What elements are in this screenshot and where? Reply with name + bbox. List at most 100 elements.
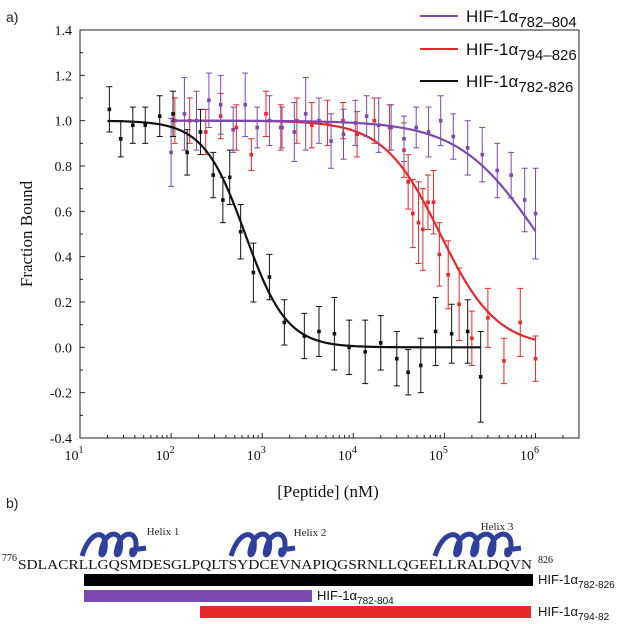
data-point [378,341,383,345]
data-point [533,211,538,216]
data-point [347,345,351,350]
y-tick-label: 0.6 [55,205,73,220]
data-point [465,146,470,150]
data-point [325,121,330,125]
data-point [221,198,225,202]
x-tick-label: 103 [247,445,266,464]
construct-label: HIF-1α794-82 [538,604,610,623]
data-point [118,137,123,141]
construct-label: HIF-1α782-804 [317,588,394,607]
data-point [207,98,211,103]
plot-axes [79,29,580,439]
data-point [332,331,337,336]
y-tick-label: 0.2 [55,296,73,311]
data-point [421,227,425,232]
data-point [264,112,268,116]
data-point [249,152,254,157]
y-tick-label: -0.4 [50,432,72,447]
x-tick-label: 106 [520,445,539,464]
construct-bar [84,574,533,586]
construct-bar [84,590,312,602]
data-point [317,329,321,334]
data-point [309,123,314,127]
data-point [282,320,287,325]
legend-entry: HIF-1α782–804 [466,7,577,31]
y-tick-label: 1.4 [55,24,73,39]
helix-ribbon-path [228,531,296,558]
data-point [143,123,148,127]
data-point [231,127,235,132]
x-tick-label: 104 [338,445,357,464]
sequence-panel: 776 SDLACRLLGQSMDESGLPQLTSYDCEVNAPIQGSRN… [2,521,615,623]
legend: HIF-1α782–804 HIF-1α794–826 HIF-1α782-826 [420,7,577,96]
helix-label: Helix 1 [147,526,180,538]
data-point [267,275,272,279]
data-point [411,211,415,216]
sequence-end-number: 826 [538,555,553,566]
data-point [292,130,297,134]
data-point [426,200,430,205]
helix-ribbon-path [432,531,522,558]
legend-entry: HIF-1α794–826 [466,40,577,64]
helix-ribbon-path [79,531,147,558]
data-point [502,359,506,363]
fit-curve [107,119,481,349]
data-point [211,173,216,177]
y-tick-labels: -0.4 -0.2 0.0 0.2 0.4 0.6 0.8 1.0 1.2 1.4 [50,24,72,447]
data-point [131,123,135,127]
helix-label: Helix 2 [294,527,327,539]
data-point [243,103,247,107]
data-point [355,132,359,137]
data-point [238,229,243,234]
legend-entry: HIF-1α782-826 [466,72,573,96]
series-2 [106,86,484,423]
panel-a-label: a) [6,9,18,25]
data-point [341,118,345,123]
data-point [169,150,173,155]
construct-bar [200,606,531,618]
data-point [451,134,456,139]
data-point [414,125,418,130]
data-point [402,137,406,141]
x-tick-label: 102 [156,445,175,464]
data-point [372,118,377,123]
data-point [431,200,436,205]
construct-label: HIF-1α782-826 [538,572,615,591]
data-point [251,270,256,275]
y-tick-label: 0.4 [55,251,73,266]
data-point [227,175,232,180]
data-point [234,125,239,130]
data-point [518,320,523,325]
x-tick-labels: 101 102 103 104 105 106 [65,445,540,464]
x-tick-label: 105 [429,445,448,464]
data-point [486,316,490,320]
data-point [171,112,175,116]
data-point [406,370,410,375]
data-point [198,130,203,134]
helix-2-ribbon [228,531,296,558]
y-axis-label: Fraction Bound [17,180,36,287]
data-point [480,152,485,157]
fit-curve [171,119,537,232]
y-tick-label: 0.0 [55,341,73,356]
series-0 [168,72,539,260]
data-point [406,180,410,184]
data-point [478,375,483,379]
y-tick-label: 1.2 [55,69,73,84]
data-point [203,130,208,134]
x-tick-label: 101 [65,445,84,464]
data-point [280,125,284,130]
y-tick-label: 1.0 [55,115,73,130]
helix-3-ribbon [432,531,522,558]
series-1 [171,90,539,385]
data-point [465,329,470,334]
chart-marks [106,72,539,423]
data-point [426,130,431,134]
y-tick-label: 0.8 [55,160,73,175]
data-point [394,356,399,361]
panel-b-label: b) [6,495,18,511]
data-point [389,125,393,130]
data-point [522,198,527,202]
helix-label: Helix 3 [481,521,514,533]
